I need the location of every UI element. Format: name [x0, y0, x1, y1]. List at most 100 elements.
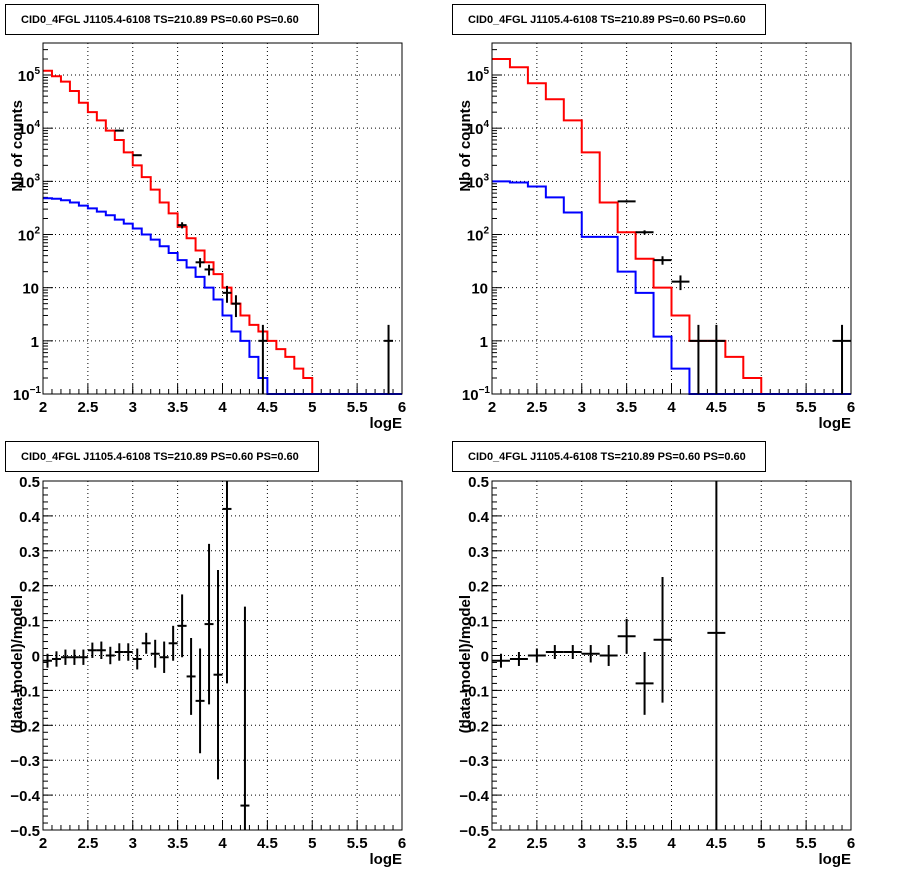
data-point [159, 641, 169, 673]
x-tick-label: 2.5 [77, 399, 98, 416]
y-tick-label: 0.2 [468, 579, 489, 596]
y-tick-label: 102 [467, 226, 490, 245]
data-point [177, 222, 187, 229]
x-tick-label: 3 [129, 399, 137, 416]
y-tick-label: 103 [18, 172, 41, 191]
data-point [51, 651, 61, 667]
y-tick-label: 0.1 [19, 614, 40, 631]
data-point [581, 645, 600, 663]
data-point [240, 606, 250, 830]
data-point [222, 481, 232, 684]
data-point [671, 275, 690, 291]
plot-frame [491, 42, 852, 395]
data-point [204, 543, 214, 705]
data-point [69, 649, 79, 665]
x-tick-label: 2.5 [77, 835, 98, 852]
title-box: CID0_4FGL J1105.4-6108 TS=210.89 PS=0.60… [5, 4, 319, 35]
data-point [635, 652, 654, 715]
x-tick-label: 3.5 [616, 835, 637, 852]
data-point [213, 569, 223, 780]
chart-title: CID0_4FGL J1105.4-6108 TS=210.89 PS=0.60… [21, 451, 299, 463]
y-tick-label: 0.4 [19, 509, 41, 526]
x-tick-label: 6 [398, 835, 406, 852]
x-tick-label: 4 [218, 835, 227, 852]
data-point [78, 649, 88, 665]
x-tick-label: 6 [847, 835, 855, 852]
data-point [87, 642, 97, 658]
y-tick-label: 104 [467, 119, 490, 138]
y-tick-label: 10−1 [13, 385, 42, 404]
x-tick-label: 4 [667, 399, 676, 416]
data-point [545, 645, 564, 659]
x-tick-label: 4.5 [706, 399, 727, 416]
y-tick-label: 105 [18, 66, 41, 85]
y-tick-label: 1 [31, 334, 39, 351]
data-point [563, 645, 582, 659]
data-point [43, 653, 52, 668]
x-tick-label: 4.5 [257, 399, 278, 416]
data-point [123, 643, 133, 661]
title-box-frame [5, 4, 319, 35]
title-box-frame [452, 441, 766, 472]
x-axis-label: logE [370, 415, 403, 432]
chart-title: CID0_4FGL J1105.4-6108 TS=210.89 PS=0.60… [468, 14, 746, 26]
x-axis-label: logE [370, 851, 403, 868]
title-box-frame [5, 441, 319, 472]
y-tick-label: 102 [18, 226, 41, 245]
data-point [653, 256, 672, 265]
plot-frame [42, 42, 403, 395]
data-point [132, 154, 142, 157]
y-tick-label: −0.5 [459, 823, 489, 840]
histogram-series-1 [43, 69, 402, 395]
y-tick-label: 103 [467, 172, 490, 191]
data-point [833, 324, 851, 394]
y-axis-label: (data-model)/model [457, 595, 474, 733]
data-point [635, 230, 654, 235]
histogram-series-1 [492, 58, 851, 395]
panel-1: CID0_4FGL J1105.4-6108 TS=210.89 PS=0.60… [5, 4, 406, 432]
x-tick-label: 4.5 [706, 835, 727, 852]
y-tick-label: 0.2 [19, 579, 40, 596]
data-point [617, 618, 636, 654]
y-tick-label: 0.4 [468, 509, 490, 526]
y-tick-label: −0.2 [10, 718, 40, 735]
data-point [195, 258, 205, 268]
chart-title: CID0_4FGL J1105.4-6108 TS=210.89 PS=0.60… [468, 451, 746, 463]
data-point [509, 652, 528, 666]
data-point [707, 324, 726, 394]
y-tick-label: −0.3 [10, 753, 40, 770]
y-tick-label: 1 [480, 334, 488, 351]
y-axis-label: Nb of counts [457, 100, 474, 192]
x-tick-label: 2 [488, 399, 496, 416]
data-point [689, 324, 708, 394]
data-point [114, 129, 124, 132]
x-tick-label: 3 [129, 835, 137, 852]
y-axis-label: Nb of counts [9, 100, 26, 192]
y-tick-label: 10 [22, 281, 39, 298]
y-tick-label: 0.5 [19, 474, 40, 491]
data-point [258, 324, 268, 394]
y-tick-label: −0.2 [459, 718, 489, 735]
y-tick-label: 104 [18, 119, 41, 138]
data-point [114, 643, 124, 661]
y-axis-label: (data-model)/model [9, 595, 26, 733]
y-tick-label: 0.3 [468, 544, 489, 561]
x-tick-label: 4 [667, 835, 676, 852]
x-tick-label: 4 [218, 399, 227, 416]
data-point [186, 638, 196, 715]
title-box-frame [452, 4, 766, 35]
x-tick-label: 5.5 [796, 399, 817, 416]
x-tick-label: 3 [578, 399, 586, 416]
data-point [168, 625, 178, 661]
y-tick-label: 0 [32, 649, 40, 666]
panel-4: CID0_4FGL J1105.4-6108 TS=210.89 PS=0.60… [452, 441, 855, 868]
x-tick-label: 2 [488, 835, 496, 852]
title-box: CID0_4FGL J1105.4-6108 TS=210.89 PS=0.60… [5, 441, 319, 472]
y-tick-label: 0.1 [468, 614, 489, 631]
x-tick-label: 5 [308, 399, 316, 416]
x-tick-label: 2.5 [526, 835, 547, 852]
y-tick-label: −0.1 [459, 683, 489, 700]
panel-3: CID0_4FGL J1105.4-6108 TS=210.89 PS=0.60… [5, 441, 406, 868]
y-tick-label: −0.4 [10, 788, 40, 805]
x-tick-label: 5 [757, 399, 765, 416]
